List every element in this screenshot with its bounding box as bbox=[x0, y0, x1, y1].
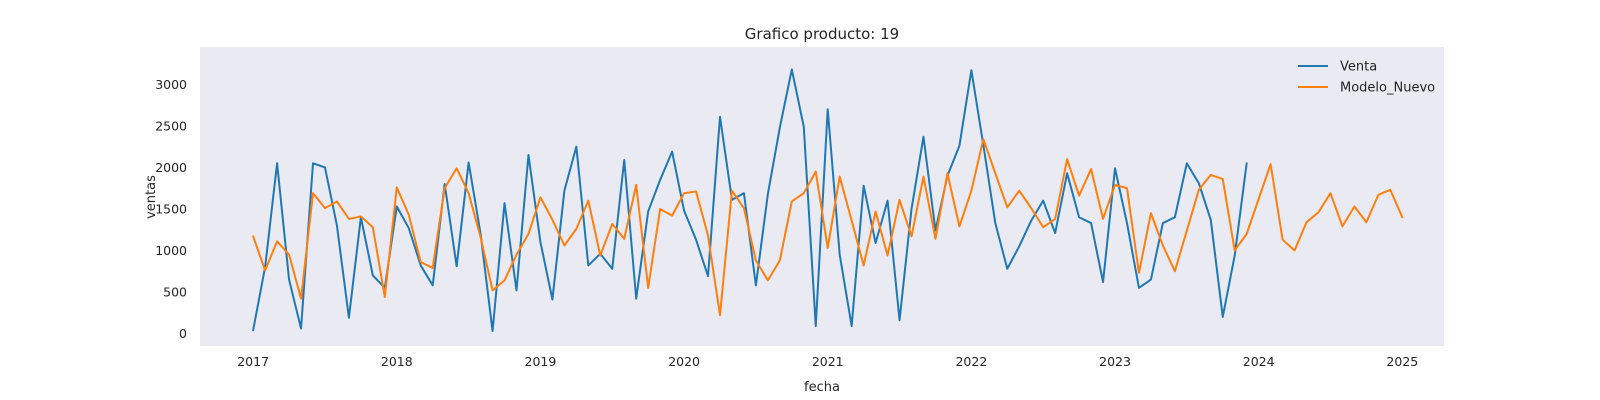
legend: Venta Modelo_Nuevo bbox=[1298, 60, 1435, 96]
x-tick-label: 2025 bbox=[1386, 354, 1418, 369]
y-tick-label: 3000 bbox=[155, 77, 187, 92]
y-tick-label: 2000 bbox=[155, 160, 187, 175]
y-tick-label: 1000 bbox=[155, 243, 187, 258]
series-group bbox=[252, 68, 1404, 333]
x-tick-label: 2024 bbox=[1243, 354, 1275, 369]
x-tick-label: 2023 bbox=[1099, 354, 1131, 369]
legend-label: Modelo_Nuevo bbox=[1340, 81, 1435, 96]
x-tick-label: 2018 bbox=[381, 354, 413, 369]
x-tick-label: 2019 bbox=[525, 354, 557, 369]
y-ticks: 0 500 1000 1500 2000 2500 3000 bbox=[155, 77, 187, 341]
legend-label: Venta bbox=[1340, 60, 1377, 75]
y-tick-label: 2500 bbox=[155, 118, 187, 133]
series-line-modelo-nuevo bbox=[252, 138, 1404, 317]
series-line-venta bbox=[252, 68, 1248, 333]
x-axis-label: fecha bbox=[804, 380, 840, 395]
y-tick-label: 0 bbox=[179, 326, 187, 341]
x-tick-label: 2017 bbox=[237, 354, 269, 369]
y-tick-label: 500 bbox=[163, 285, 187, 300]
y-tick-label: 1500 bbox=[155, 201, 187, 216]
x-tick-label: 2022 bbox=[955, 354, 987, 369]
x-tick-label: 2020 bbox=[668, 354, 700, 369]
y-axis-label: ventas bbox=[144, 175, 159, 219]
x-tick-label: 2021 bbox=[812, 354, 844, 369]
chart-title: Grafico producto: 19 bbox=[745, 25, 899, 43]
x-ticks: 2017 2018 2019 2020 2021 2022 2023 2024 2025 bbox=[237, 354, 1418, 369]
